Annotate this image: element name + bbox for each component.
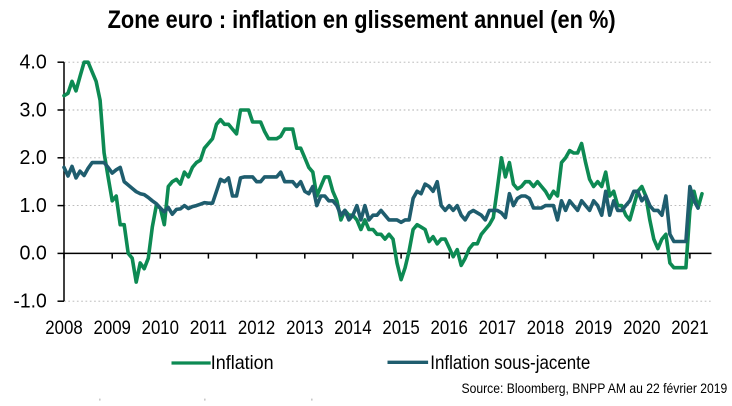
svg-text:Zone euro : inflation en gliss: Zone euro : inflation en glissement annu…	[108, 6, 616, 34]
svg-text:2.0: 2.0	[20, 146, 47, 169]
svg-text:2012: 2012	[238, 317, 275, 339]
svg-text:2016: 2016	[431, 317, 468, 339]
svg-text:2014: 2014	[334, 317, 372, 339]
svg-text:2009: 2009	[94, 317, 131, 339]
svg-text:4.0: 4.0	[20, 51, 47, 74]
svg-text:2018: 2018	[527, 317, 564, 339]
svg-text:2020: 2020	[623, 317, 661, 339]
svg-text:Source: Bloomberg, BNPP AM au: Source: Bloomberg, BNPP AM au 22 février…	[462, 381, 728, 396]
svg-text:2013: 2013	[286, 317, 323, 339]
svg-text:3.0: 3.0	[20, 98, 47, 121]
svg-text:1.0: 1.0	[20, 194, 47, 217]
svg-text:2010: 2010	[142, 317, 180, 339]
svg-text:2015: 2015	[382, 317, 420, 339]
svg-text:2011: 2011	[190, 317, 227, 339]
svg-text:2017: 2017	[479, 317, 516, 339]
svg-text:-1.0: -1.0	[13, 290, 46, 313]
svg-text:Inflation sous-jacente: Inflation sous-jacente	[430, 352, 590, 374]
svg-text:0.0: 0.0	[20, 242, 47, 265]
svg-text:2008: 2008	[45, 317, 82, 339]
svg-text:2021: 2021	[671, 317, 708, 339]
svg-text:Inflation: Inflation	[211, 352, 274, 374]
svg-text:2019: 2019	[575, 317, 612, 339]
